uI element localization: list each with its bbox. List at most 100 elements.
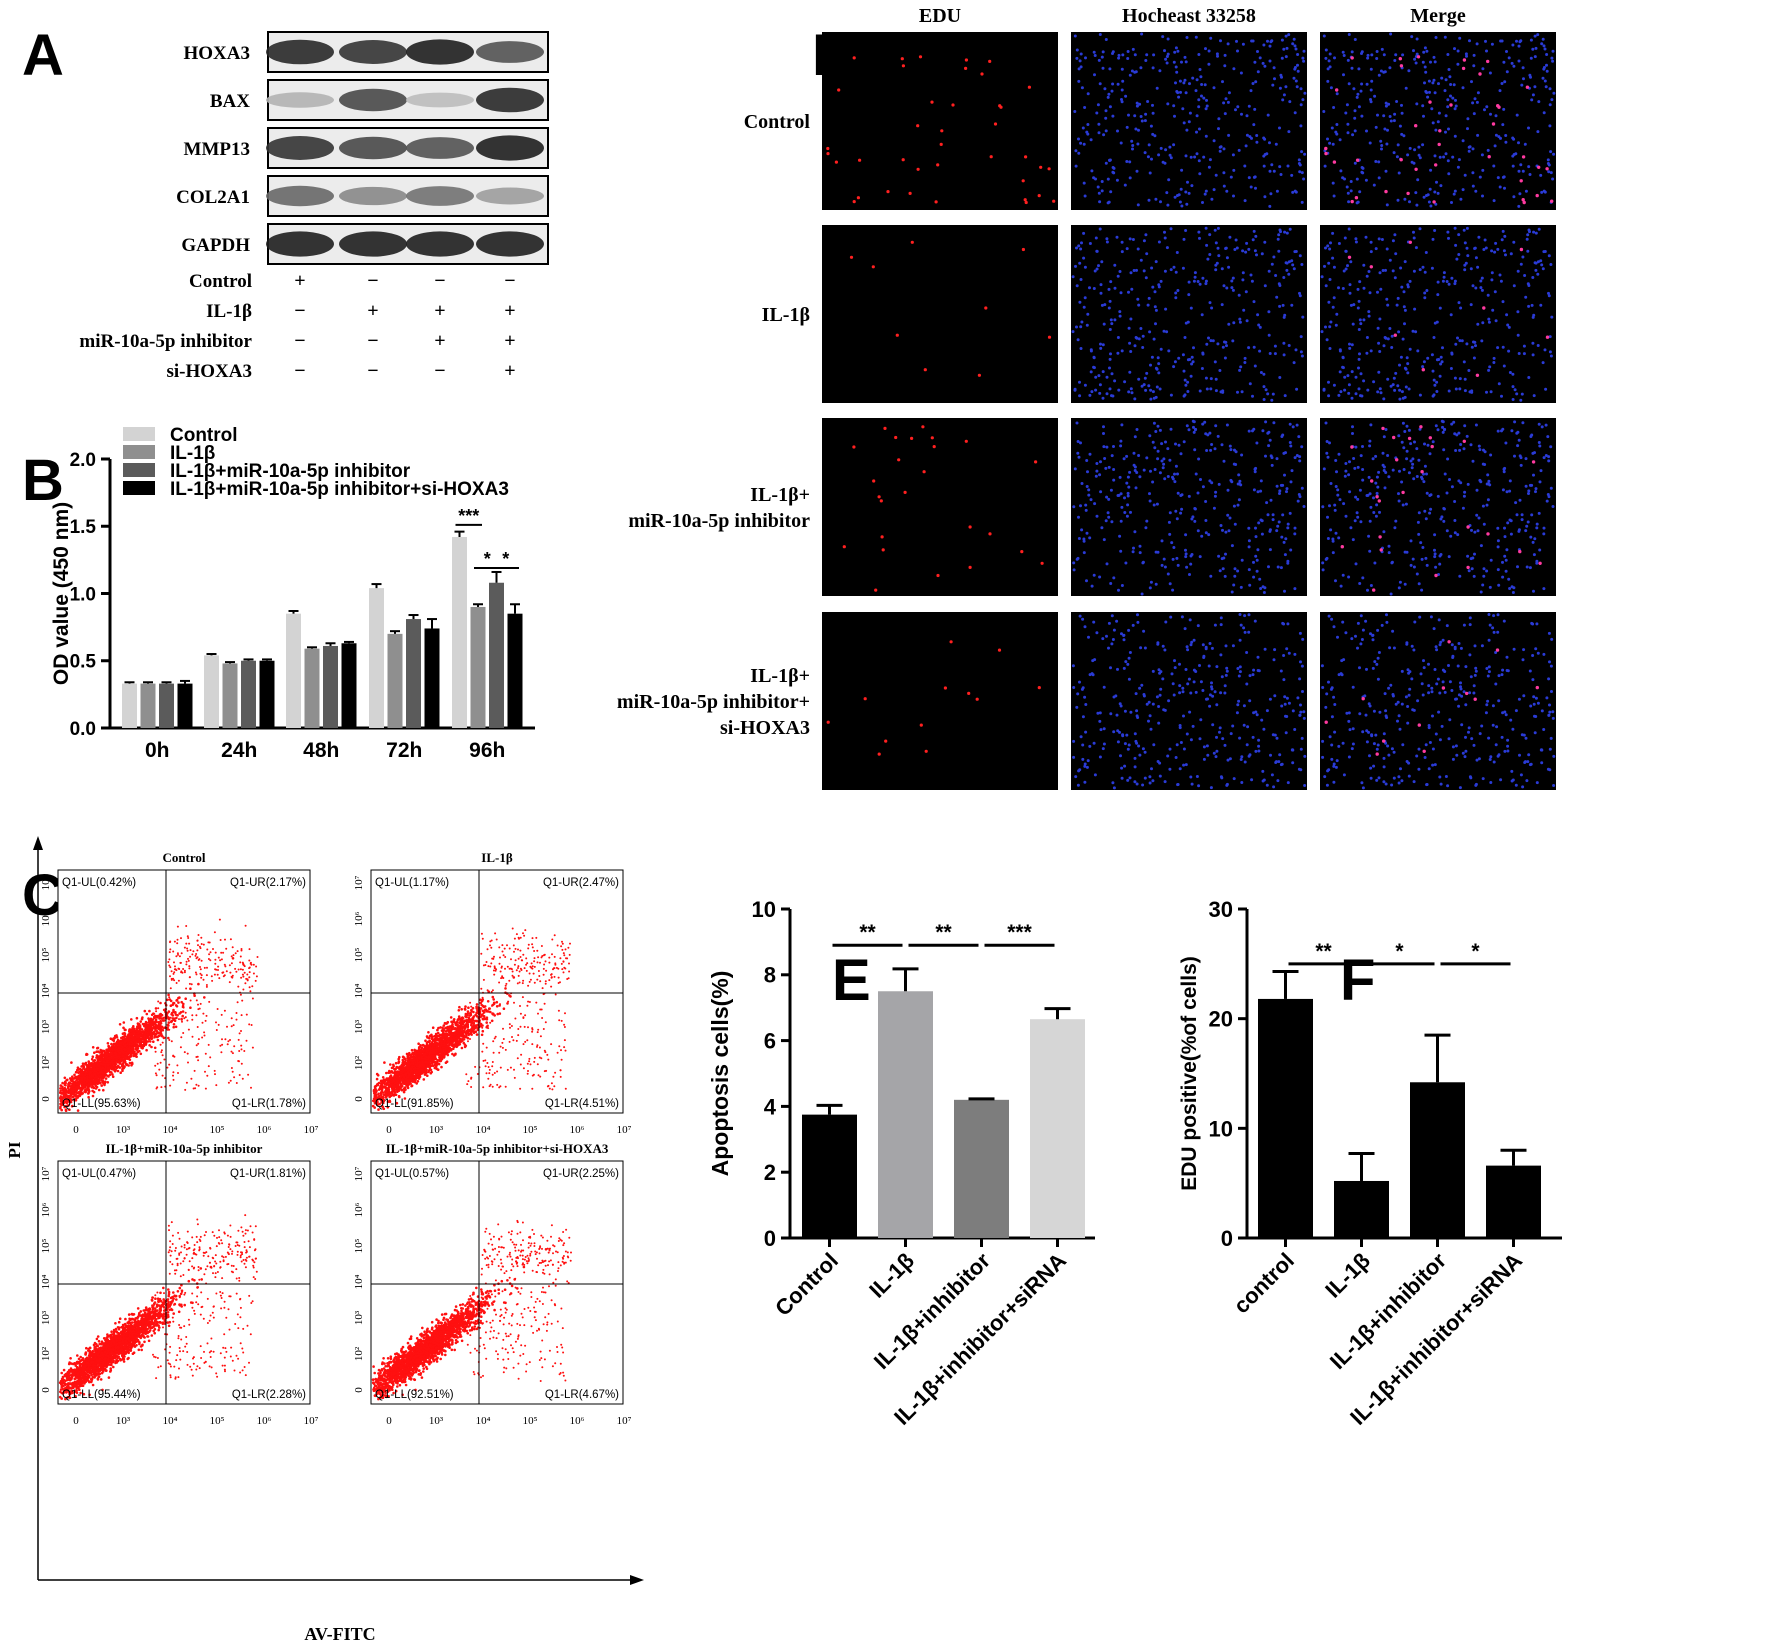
flow-dot [216, 973, 219, 976]
flow-dot [533, 981, 536, 984]
flow-dot [424, 1039, 427, 1042]
flow-dot [197, 1059, 200, 1062]
flow-dot [431, 1026, 435, 1029]
flow-dot [123, 1034, 126, 1038]
flow-dot [201, 1021, 204, 1024]
flow-dot [215, 1029, 218, 1031]
flow-dot [172, 1078, 175, 1081]
flow-dot [519, 949, 522, 952]
flow-dot [132, 1039, 135, 1042]
flow-dot [531, 1030, 534, 1033]
flow-dot [198, 1007, 201, 1010]
flow-dot [406, 1066, 410, 1070]
flow-dot [436, 1028, 439, 1032]
condition-mark: − [294, 330, 305, 352]
flow-dot [231, 946, 234, 949]
flow-dot [234, 952, 237, 955]
flow-dot [513, 963, 516, 966]
flow-dot [421, 1043, 425, 1047]
flow-dot [381, 1076, 385, 1079]
flow-dot [429, 1056, 432, 1059]
flow-dot [129, 1055, 132, 1058]
flow-dot [214, 951, 217, 954]
blot-band [476, 187, 544, 205]
flow-dot [552, 967, 555, 970]
flow-dot [93, 1070, 97, 1073]
flow-dot [377, 1088, 381, 1091]
blot-band [266, 185, 334, 207]
flow-dot [168, 996, 171, 999]
flow-dot [214, 962, 217, 965]
blot-label-col2a1: COL2A1 [176, 187, 250, 208]
flow-dot [138, 1042, 142, 1045]
x-tick-label: 48h [303, 739, 339, 762]
flow-dot [113, 1036, 116, 1040]
flow-dot [446, 1045, 449, 1048]
flow-dot [148, 1044, 151, 1047]
flow-dot [397, 1061, 400, 1065]
flow-dot [124, 1028, 127, 1032]
flow-dot [493, 955, 495, 958]
flow-dot [197, 934, 200, 936]
bar [369, 588, 384, 728]
flow-dot [67, 1083, 70, 1087]
flow-dot [199, 972, 202, 975]
flow-dot [163, 1036, 166, 1039]
flow-dot [191, 1035, 194, 1038]
flow-dot [412, 1062, 415, 1066]
flow-dot [91, 1083, 94, 1087]
flow-dot [160, 1086, 163, 1089]
flow-dot [492, 998, 496, 1001]
flow-dot [407, 1053, 411, 1057]
flow-dot [135, 1029, 139, 1032]
flow-dot [156, 1062, 159, 1065]
flow-dot [133, 1033, 136, 1036]
flow-dot [400, 1083, 403, 1087]
flow-dot [186, 949, 189, 952]
flow-dot [104, 1077, 108, 1080]
flow-dot [105, 1048, 108, 1052]
flow-dot [245, 1039, 248, 1042]
flow-dot [123, 1060, 127, 1063]
flow-dot [241, 999, 244, 1002]
flow-dot [125, 1051, 128, 1054]
flow-dot [522, 979, 525, 982]
flow-dot [485, 961, 488, 963]
flow-dot [140, 1028, 144, 1031]
flow-dot [433, 1054, 437, 1058]
bar [140, 683, 156, 728]
flow-dot [138, 1030, 142, 1034]
flow-dot [243, 965, 246, 968]
flow-dot [480, 1033, 484, 1037]
flow-dot [406, 1064, 409, 1067]
flow-dot [555, 966, 558, 969]
flow-dot [215, 1084, 218, 1087]
flow-dot [452, 1047, 455, 1050]
flow-dot [154, 1064, 157, 1067]
flow-dot [454, 1038, 457, 1041]
flow-dot [246, 979, 249, 982]
flow-dot [472, 1028, 476, 1031]
flow-dot [455, 1030, 459, 1034]
flow-dot [241, 1077, 244, 1080]
flow-dot [492, 969, 495, 972]
flow-dot [236, 950, 239, 953]
flow-dot [76, 1087, 80, 1090]
flow-dot [182, 1002, 185, 1006]
flow-dot [71, 1095, 74, 1099]
flow-dot [155, 1016, 158, 1019]
flow-dot [564, 948, 567, 951]
flow-dot [147, 1028, 150, 1032]
flow-dot [248, 986, 251, 989]
flow-dot [410, 1054, 413, 1057]
flow-dot [417, 1069, 421, 1073]
flow-dot [406, 1059, 410, 1063]
av-axis-label: AV-FITC [304, 1624, 375, 1644]
flow-dot [227, 1040, 230, 1043]
flow-dot [467, 1016, 471, 1020]
flow-dot [251, 997, 254, 1000]
flow-dot [235, 970, 238, 973]
flow-dot [178, 1018, 180, 1021]
flow-dot [543, 963, 546, 966]
flow-dot [525, 969, 528, 972]
